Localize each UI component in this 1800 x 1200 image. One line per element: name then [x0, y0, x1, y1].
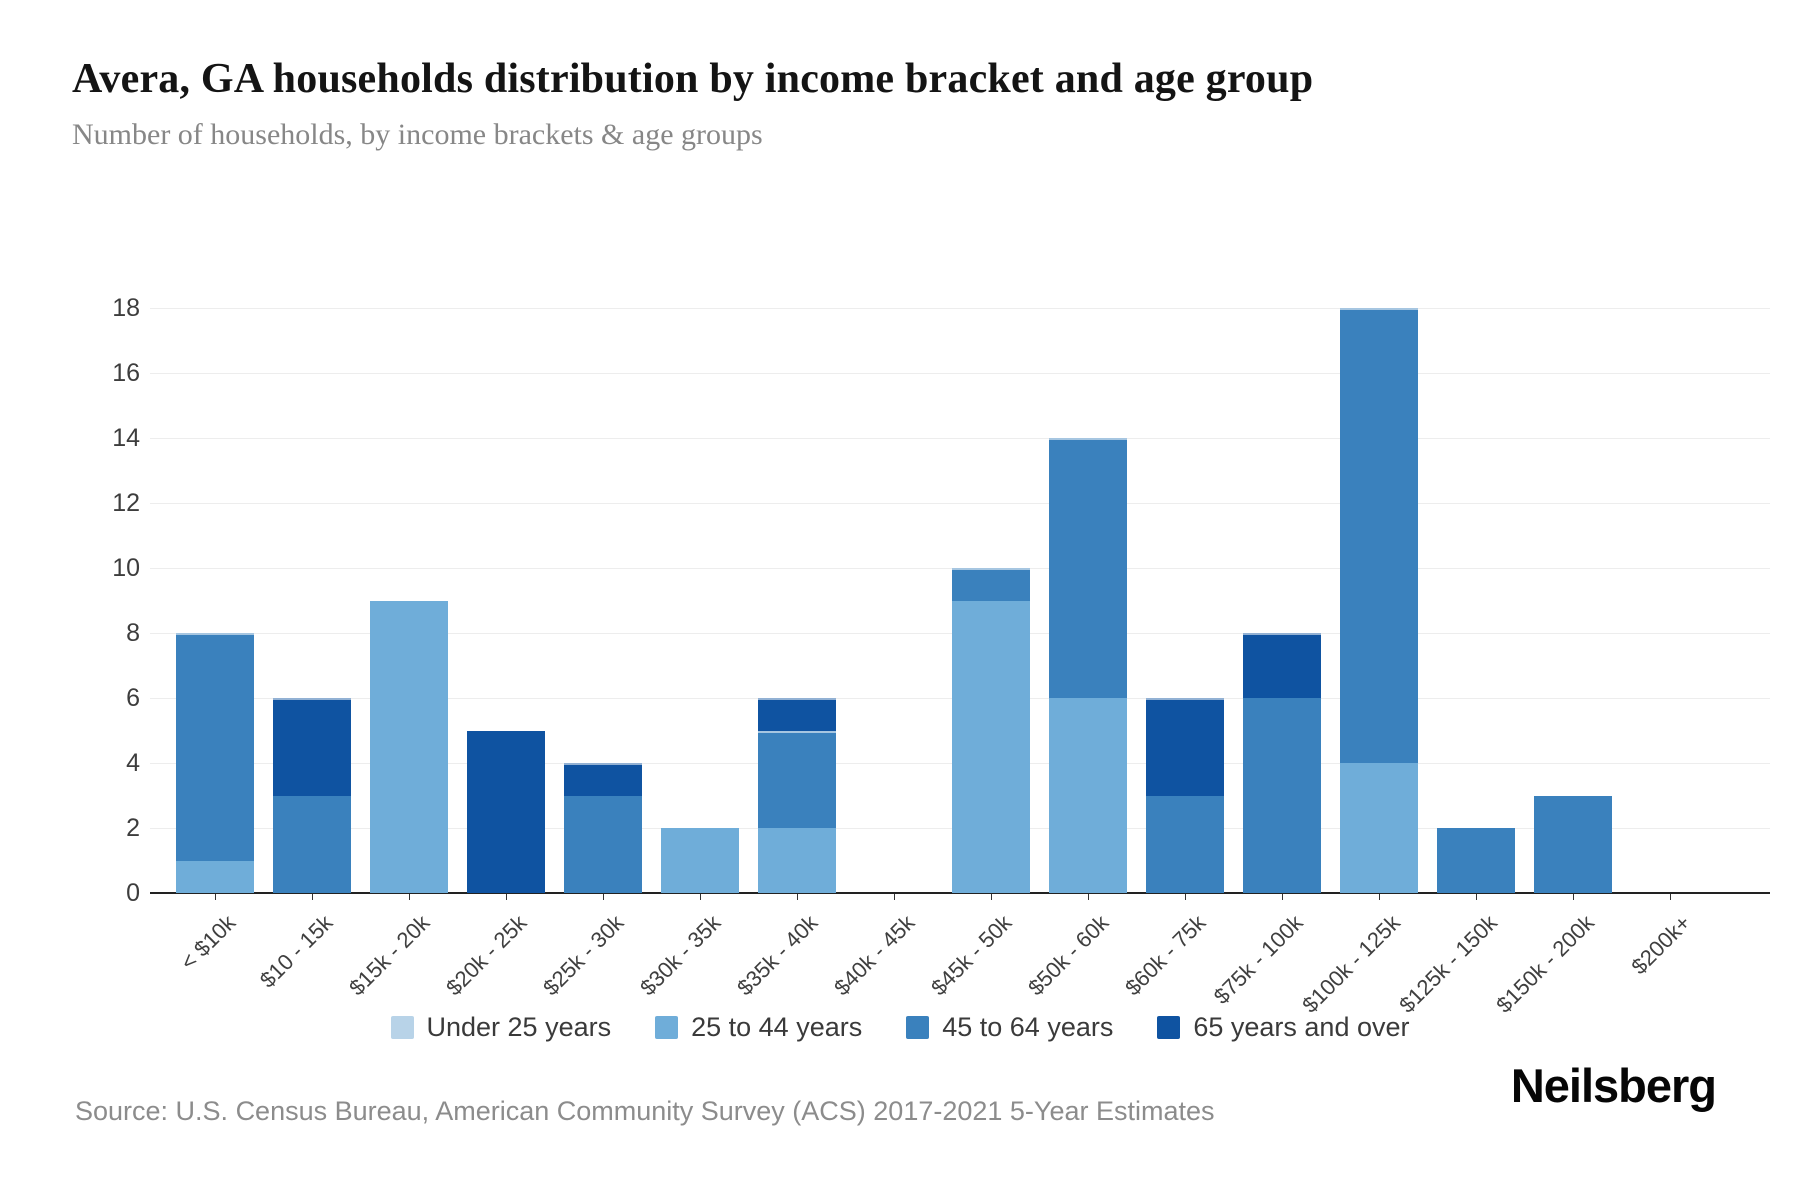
x-axis-tick [1282, 894, 1283, 900]
bar-segment [1049, 438, 1127, 698]
x-axis-tick [312, 894, 313, 900]
legend-label: 25 to 44 years [691, 1012, 863, 1042]
bar-segment [952, 568, 1030, 601]
x-tick-label: $75k - 100k [1208, 910, 1308, 1009]
x-tick-label: $150k - 200k [1491, 910, 1599, 1018]
gridline [150, 438, 1770, 439]
legend-swatch-icon [390, 1016, 414, 1039]
x-axis-tick [991, 894, 992, 900]
legend-swatch-icon [906, 1016, 930, 1039]
y-tick-label: 10 [112, 554, 140, 582]
bar-segment [1437, 828, 1515, 893]
bar-segment [1340, 308, 1418, 763]
x-tick-label: $50k - 60k [1023, 910, 1114, 1001]
bar-segment [1146, 795, 1224, 893]
x-tick-label: $25k - 30k [538, 910, 629, 1001]
bar-segment [370, 600, 448, 893]
x-axis-tick [506, 894, 507, 900]
bar-segment [564, 763, 642, 796]
bar-segment [1243, 698, 1321, 893]
bar-segment [661, 828, 739, 893]
x-axis-tick [1379, 894, 1380, 900]
legend-swatch-icon [655, 1016, 679, 1039]
x-axis-tick [700, 894, 701, 900]
y-tick-label: 16 [112, 359, 140, 387]
bar-segment [1146, 698, 1224, 796]
legend-item[interactable]: 45 to 64 years [906, 1012, 1113, 1043]
bar-segment [758, 730, 836, 828]
x-axis-tick [797, 894, 798, 900]
x-tick-label: $30k - 35k [635, 910, 726, 1001]
x-axis-line [150, 892, 1770, 894]
y-tick-label: 14 [112, 424, 140, 452]
legend-item[interactable]: Under 25 years [390, 1012, 612, 1043]
bar-segment [564, 795, 642, 893]
gridline [150, 373, 1770, 374]
gridline [150, 308, 1770, 309]
legend-label: Under 25 years [426, 1012, 612, 1042]
x-tick-label: $20k - 25k [441, 910, 532, 1001]
x-tick-label: $15k - 20k [344, 910, 435, 1001]
bar-segment [952, 600, 1030, 893]
legend-item[interactable]: 65 years and over [1157, 1012, 1410, 1043]
x-tick-label: $200k+ [1626, 910, 1696, 980]
x-axis-tick [1088, 894, 1089, 900]
bar-segment [758, 698, 836, 731]
x-tick-label: $35k - 40k [732, 910, 823, 1001]
legend-swatch-icon [1157, 1016, 1181, 1039]
bar-segment [176, 633, 254, 861]
legend-label: 45 to 64 years [942, 1012, 1114, 1042]
x-axis-tick [1476, 894, 1477, 900]
legend-item[interactable]: 25 to 44 years [655, 1012, 862, 1043]
x-axis-tick [1573, 894, 1574, 900]
y-tick-label: 2 [126, 814, 140, 842]
bar-segment [273, 795, 351, 893]
y-tick-label: 6 [126, 684, 140, 712]
bar-segment [1243, 633, 1321, 698]
y-tick-label: 12 [112, 489, 140, 517]
source-note: Source: U.S. Census Bureau, American Com… [75, 1096, 1215, 1126]
gridline [150, 503, 1770, 504]
x-tick-label: $100k - 125k [1297, 910, 1405, 1018]
x-tick-label: < $10k [175, 910, 241, 975]
bar-segment [467, 730, 545, 893]
y-tick-label: 4 [126, 749, 140, 777]
x-tick-label: $125k - 150k [1394, 910, 1502, 1018]
x-axis-tick [215, 894, 216, 900]
x-tick-label: $45k - 50k [926, 910, 1017, 1001]
x-tick-label: $10 - 15k [255, 910, 338, 993]
x-axis-tick [894, 894, 895, 900]
legend-label: 65 years and over [1193, 1012, 1410, 1042]
x-axis-tick [1670, 894, 1671, 900]
x-axis-tick [603, 894, 604, 900]
x-tick-label: $40k - 45k [829, 910, 920, 1001]
y-tick-label: 18 [112, 294, 140, 322]
y-tick-label: 0 [126, 879, 140, 907]
page-title: Avera, GA households distribution by inc… [72, 56, 1314, 102]
bar-segment [176, 860, 254, 893]
page-subtitle: Number of households, by income brackets… [72, 118, 763, 151]
bar-segment [1340, 763, 1418, 893]
y-tick-label: 8 [126, 619, 140, 647]
x-axis-tick [1185, 894, 1186, 900]
chart-legend: Under 25 years 25 to 44 years 45 to 64 yea… [0, 1012, 1800, 1043]
bar-segment [758, 828, 836, 893]
x-tick-label: $60k - 75k [1120, 910, 1211, 1001]
bar-segment [1534, 795, 1612, 893]
bar-segment [273, 698, 351, 796]
neilsberg-logo: Neilsberg [1510, 1059, 1717, 1112]
x-axis-tick [409, 894, 410, 900]
bar-segment [1049, 698, 1127, 893]
